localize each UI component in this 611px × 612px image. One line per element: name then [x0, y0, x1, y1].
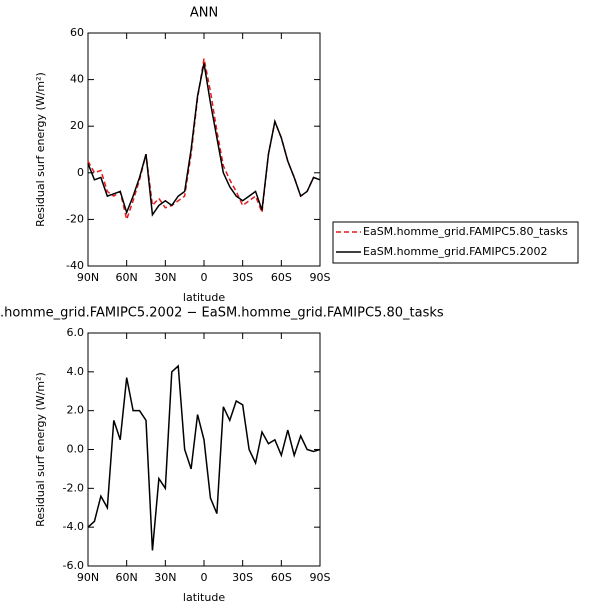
x-tick-label: 0	[201, 571, 208, 584]
y-tick-label: 0	[77, 166, 84, 179]
y-tick-label: 6.0	[67, 326, 85, 339]
data-line	[87, 58, 321, 223]
y-tick-label: 0.0	[67, 443, 85, 456]
y-tick-label: -4.0	[63, 520, 84, 533]
x-tick-label: 30S	[232, 271, 253, 284]
y-tick-label: 60	[70, 26, 84, 39]
x-axis-label: latitude	[183, 291, 225, 304]
x-tick-label: 30N	[154, 271, 176, 284]
y-tick-label: 20	[70, 119, 84, 132]
legend-box	[332, 221, 579, 264]
y-axis-label: Residual surf energy (W/m²)	[34, 72, 47, 227]
x-axis-label: latitude	[183, 591, 225, 604]
y-tick-label: -6.0	[63, 559, 84, 572]
x-tick-label: 90S	[310, 571, 331, 584]
data-line	[87, 63, 321, 217]
y-tick-label: 40	[70, 73, 84, 86]
legend-label: EaSM.homme_grid.FAMIPC5.2002	[363, 245, 547, 258]
chart-title: ANN	[190, 6, 218, 21]
y-tick-label: 4.0	[67, 365, 85, 378]
x-tick-label: 0	[201, 271, 208, 284]
x-tick-label: 60S	[271, 271, 292, 284]
y-tick-label: 2.0	[67, 404, 85, 417]
chart-title: EaSM.homme_grid.FAMIPC5.2002 − EaSM.homm…	[0, 306, 444, 321]
legend-label: EaSM.homme_grid.FAMIPC5.80_tasks	[363, 225, 568, 238]
y-tick-label: -20	[66, 212, 84, 225]
x-tick-label: 60N	[116, 271, 138, 284]
y-tick-label: -40	[66, 259, 84, 272]
x-tick-label: 90N	[77, 271, 99, 284]
x-tick-label: 30N	[154, 571, 176, 584]
data-line	[87, 364, 321, 551]
x-tick-label: 60N	[116, 571, 138, 584]
plot-frame	[87, 332, 321, 567]
x-tick-label: 30S	[232, 571, 253, 584]
x-tick-label: 90S	[310, 271, 331, 284]
y-axis-label: Residual surf energy (W/m²)	[34, 372, 47, 527]
y-tick-label: -2.0	[63, 481, 84, 494]
x-tick-label: 90N	[77, 571, 99, 584]
x-tick-label: 60S	[271, 571, 292, 584]
